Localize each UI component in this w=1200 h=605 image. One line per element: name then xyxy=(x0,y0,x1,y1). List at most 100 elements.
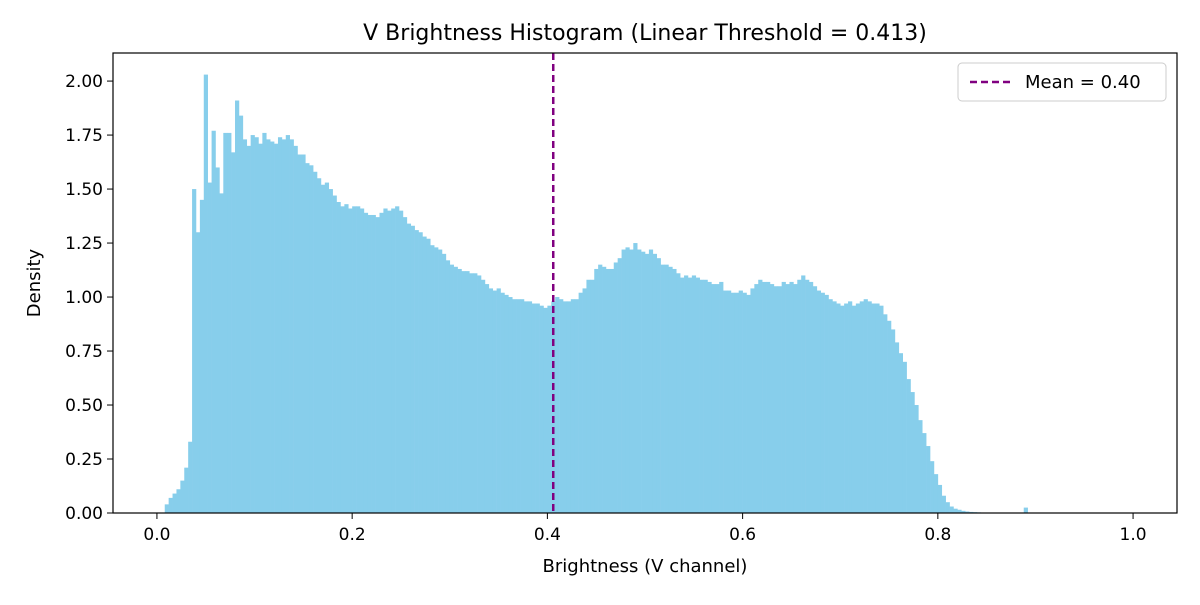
histogram-bar xyxy=(504,295,508,513)
y-tick-label: 2.00 xyxy=(65,72,103,92)
histogram-bar xyxy=(598,265,602,513)
histogram-bar xyxy=(165,504,169,513)
histogram-bar xyxy=(953,509,957,513)
histogram-bar xyxy=(258,144,262,513)
histogram-bar xyxy=(329,189,333,513)
histogram-bar xyxy=(614,262,618,513)
histogram-bar xyxy=(212,131,216,513)
histogram-bar xyxy=(610,269,614,513)
histogram-bar xyxy=(497,288,501,513)
histogram-bar xyxy=(528,301,532,513)
histogram-bar xyxy=(911,392,915,513)
histogram-bar xyxy=(192,189,196,513)
histogram-bar xyxy=(707,282,711,513)
histogram-bar xyxy=(395,206,399,513)
histogram-bar xyxy=(379,213,383,513)
histogram-bar xyxy=(786,284,790,513)
x-tick-label: 0.4 xyxy=(534,525,561,545)
histogram-bar xyxy=(196,232,200,513)
legend: Mean = 0.40 xyxy=(958,63,1166,101)
histogram-bar xyxy=(169,498,173,513)
histogram-bar xyxy=(903,362,907,513)
histogram-bar xyxy=(684,275,688,513)
histogram-bar xyxy=(219,193,223,513)
histogram-bar xyxy=(399,211,403,513)
histogram-bar xyxy=(789,282,793,513)
histogram-bar xyxy=(602,267,606,513)
histogram-bar xyxy=(774,286,778,513)
histogram-bar xyxy=(739,291,743,513)
histogram-bar xyxy=(688,278,692,513)
histogram-bar xyxy=(200,200,204,513)
y-tick-label: 0.25 xyxy=(65,450,103,470)
histogram-bar xyxy=(337,202,341,513)
histogram-bar xyxy=(692,275,696,513)
histogram-bar xyxy=(700,280,704,513)
histogram-bar xyxy=(356,206,360,513)
y-tick-label: 0.75 xyxy=(65,342,103,362)
histogram-bar xyxy=(715,284,719,513)
histogram-bar xyxy=(297,155,301,514)
histogram-bar xyxy=(340,206,344,513)
histogram-bar xyxy=(223,133,227,513)
histogram-bar xyxy=(731,293,735,513)
histogram-bar xyxy=(758,280,762,513)
histogram-bar xyxy=(239,116,243,513)
legend-entry-mean: Mean = 0.40 xyxy=(1025,72,1141,93)
y-tick-label: 1.75 xyxy=(65,126,103,146)
histogram-bar xyxy=(184,468,188,513)
histogram-bar xyxy=(282,139,286,513)
histogram-bar xyxy=(727,291,731,513)
histogram-bar xyxy=(782,282,786,513)
histogram-bar xyxy=(625,247,629,513)
histogram-bar xyxy=(434,247,438,513)
histogram-bar xyxy=(383,208,387,513)
histogram-bar xyxy=(704,280,708,513)
y-tick-label: 1.25 xyxy=(65,234,103,254)
histogram-bar xyxy=(680,278,684,513)
histogram-bar xyxy=(922,433,926,513)
histogram-bar xyxy=(778,286,782,513)
histogram-bar xyxy=(559,299,563,513)
histogram-bar xyxy=(938,485,942,513)
histogram-bar xyxy=(493,291,497,513)
histogram-bar xyxy=(348,208,352,513)
histogram-bar xyxy=(461,271,465,513)
histogram-bar xyxy=(368,215,372,513)
histogram-bar xyxy=(813,286,817,513)
histogram-bar xyxy=(512,299,516,513)
histogram-bar xyxy=(891,329,895,513)
histogram-bar xyxy=(540,306,544,513)
y-tick-label: 0.50 xyxy=(65,396,103,416)
histogram-bar xyxy=(950,507,954,513)
histogram-bar xyxy=(446,260,450,513)
histogram-bar xyxy=(719,282,723,513)
histogram-bar xyxy=(407,224,411,513)
histogram-bar xyxy=(325,183,329,513)
histogram-bar xyxy=(547,306,551,513)
histogram-bar xyxy=(481,280,485,513)
histogram-bar xyxy=(754,284,758,513)
histogram-bar xyxy=(946,502,950,513)
histogram-bar xyxy=(895,342,899,513)
histogram-bar xyxy=(657,258,661,513)
histogram-bar xyxy=(352,206,356,513)
x-tick-label: 0.2 xyxy=(339,525,366,545)
histogram-bar xyxy=(661,265,665,513)
histogram-bar xyxy=(235,101,239,513)
histogram-bar xyxy=(914,405,918,513)
histogram-bar xyxy=(606,269,610,513)
histogram-bar xyxy=(934,474,938,513)
histogram-bar xyxy=(422,237,426,513)
histogram-bar xyxy=(290,139,294,513)
histogram-bar xyxy=(832,301,836,513)
histogram-bar xyxy=(817,291,821,513)
histogram-bar xyxy=(426,239,430,513)
histogram-bar xyxy=(567,301,571,513)
histogram-bar xyxy=(805,280,809,513)
histogram-bar xyxy=(735,293,739,513)
histogram-bar xyxy=(173,494,177,513)
histogram-bar xyxy=(879,306,883,513)
